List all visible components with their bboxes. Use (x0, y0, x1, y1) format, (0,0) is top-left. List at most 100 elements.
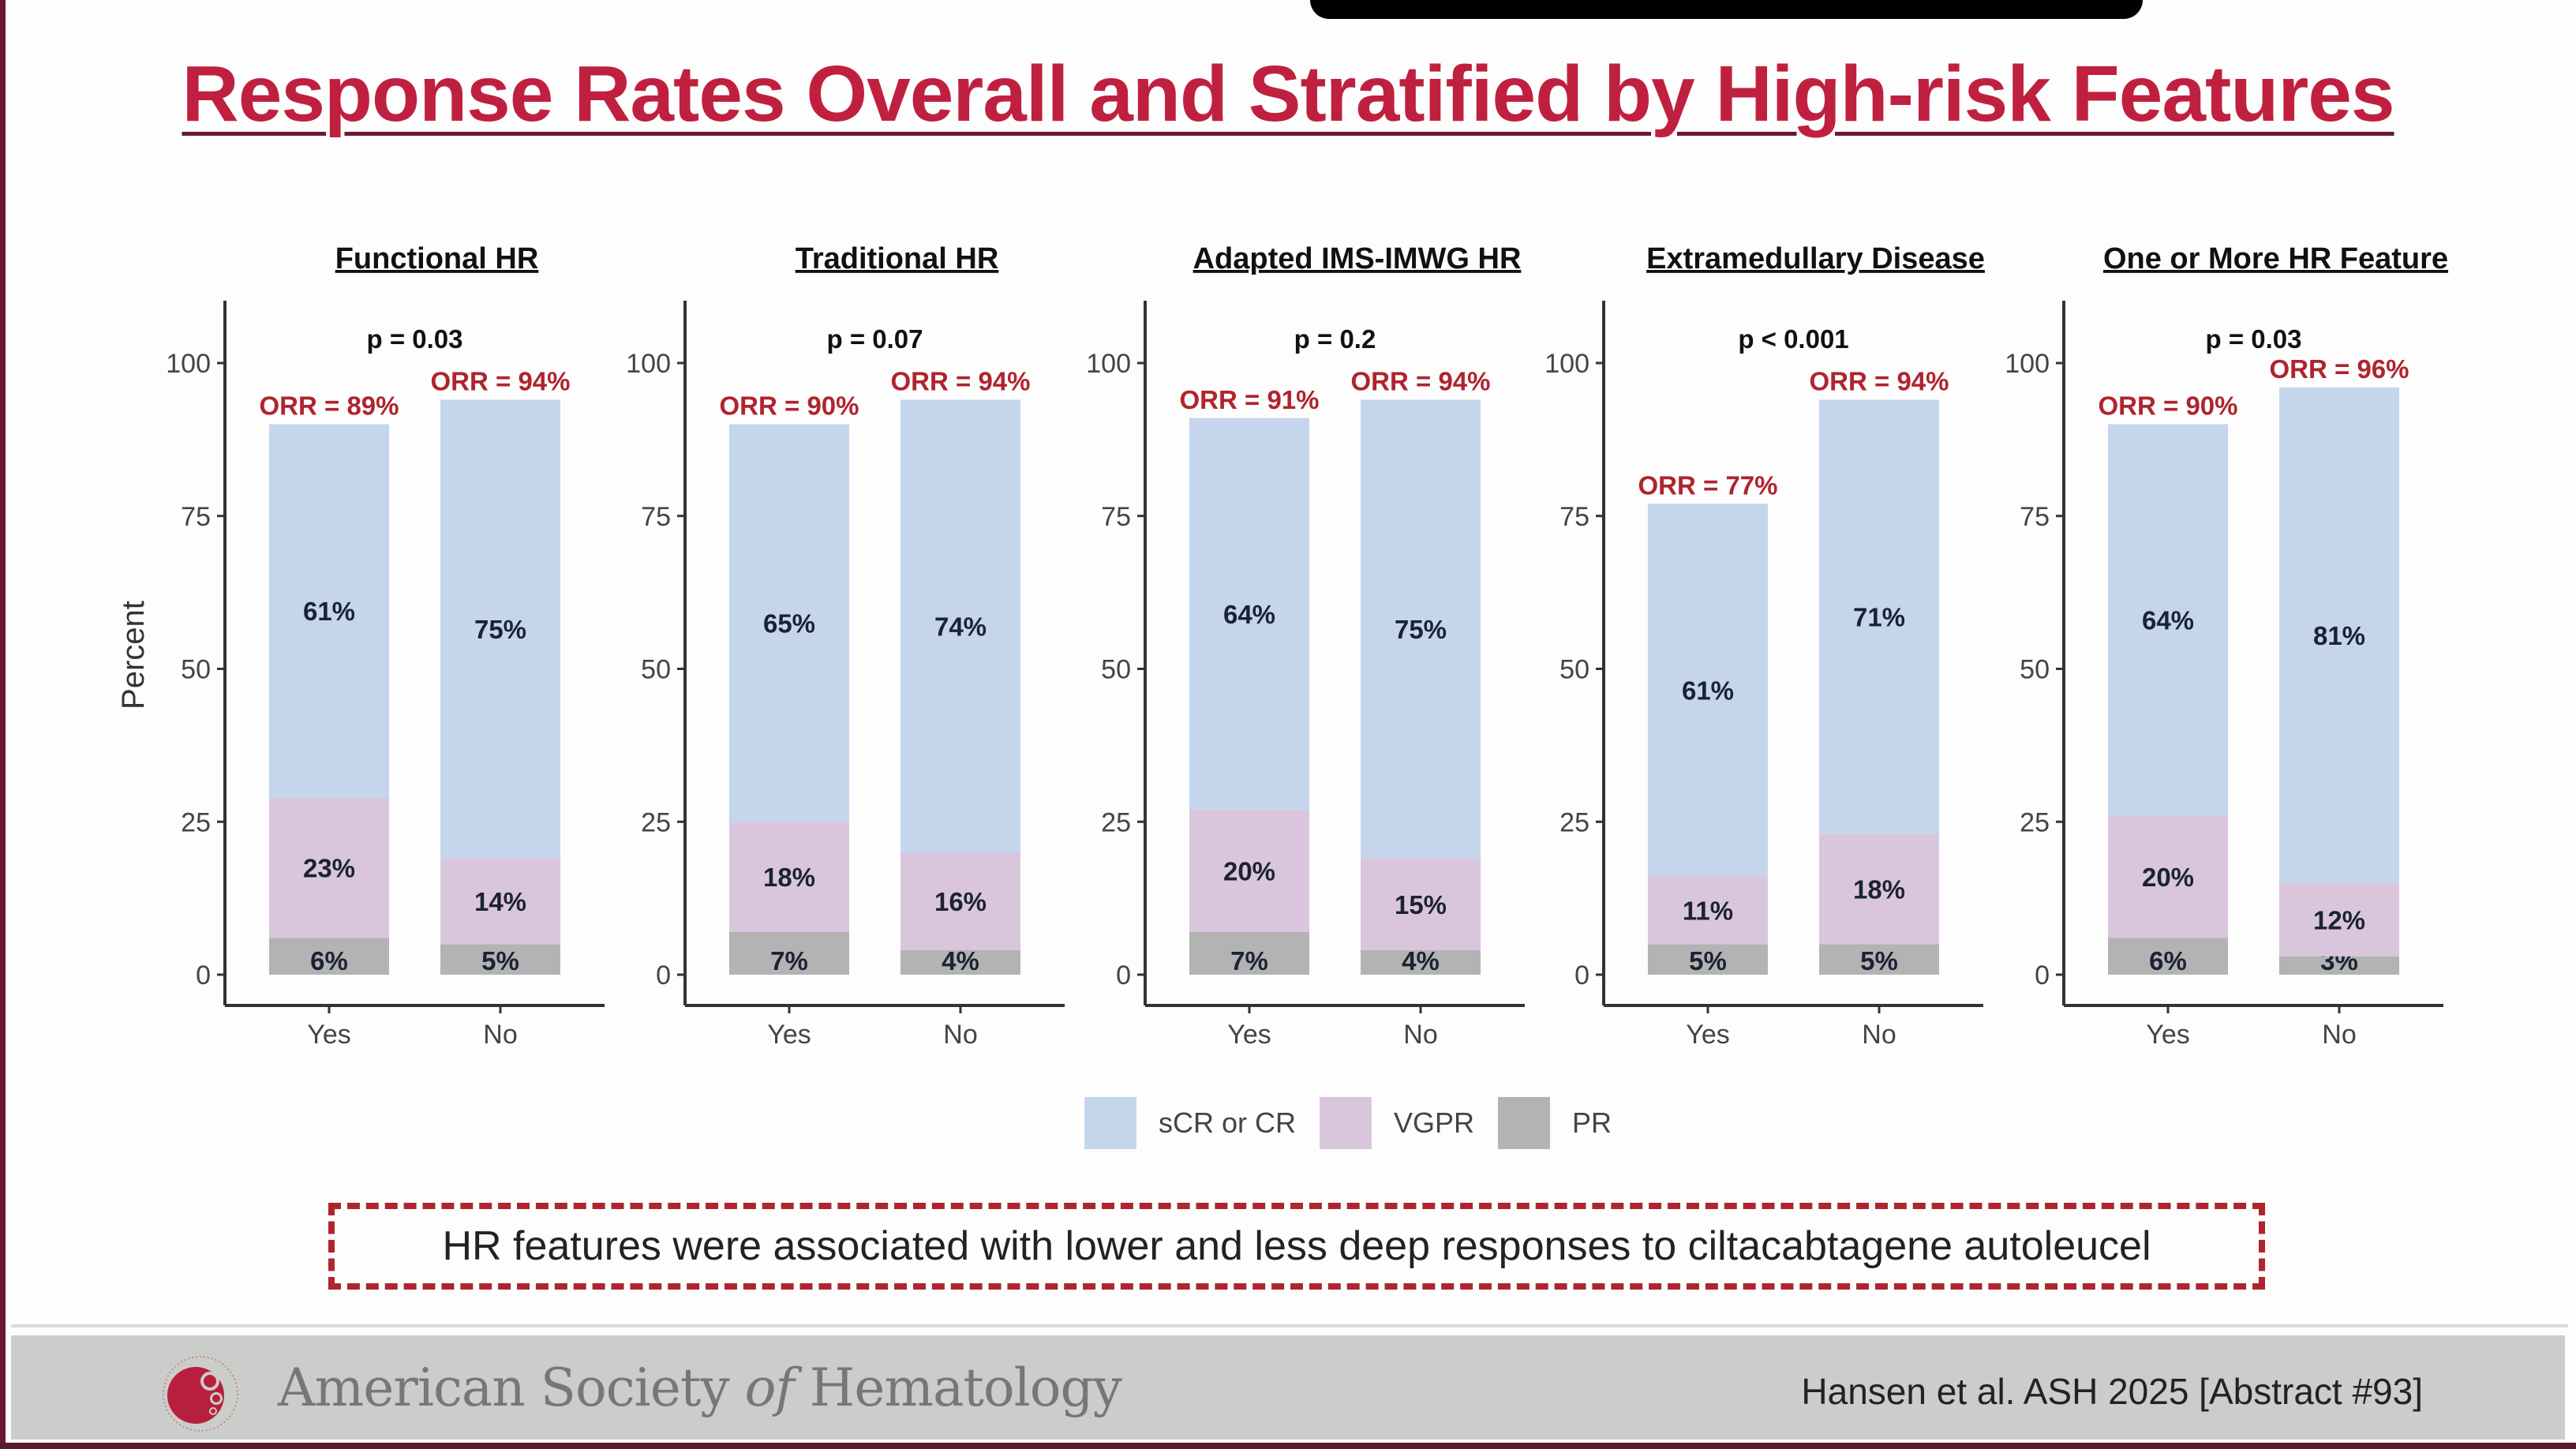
bar-segment-label: 81% (2313, 621, 2365, 650)
x-tick-label: Yes (2146, 1020, 2189, 1050)
bar-segment-label: 61% (303, 597, 355, 626)
org-name-part1: American Society (278, 1357, 745, 1418)
footer-divider (11, 1324, 2568, 1327)
y-tick-label: 50 (1101, 655, 1131, 685)
panel-title: Functional HR (335, 242, 539, 275)
bar-segment-label: 18% (763, 863, 815, 892)
y-tick-label: 100 (2005, 349, 2050, 379)
bar-segment-label: 20% (1223, 856, 1275, 886)
y-tick-label: 0 (196, 960, 211, 990)
bar-segment-pr (1189, 931, 1309, 975)
y-tick-label: 75 (2020, 502, 2050, 532)
bar-segment-pr (729, 931, 849, 975)
bar-segment-label: 15% (1395, 890, 1447, 919)
bar-segment-scr-or-cr (1648, 504, 1768, 877)
orr-label: ORR = 94% (431, 367, 571, 396)
bar-segment-scr-or-cr (1189, 417, 1309, 810)
y-tick-label: 0 (656, 960, 671, 990)
y-tick-label: 25 (181, 807, 211, 837)
bar-segment-label: 5% (1860, 946, 1898, 975)
bar-segment-label: 71% (1853, 603, 1905, 632)
bar-segment-pr (900, 950, 1020, 975)
bar-segment-vgpr (1648, 877, 1768, 945)
orr-label: ORR = 77% (1638, 470, 1778, 500)
p-value-label: p = 0.03 (367, 324, 463, 354)
legend-label-pr: PR (1572, 1106, 1612, 1139)
y-axis-label: Percent (116, 601, 151, 710)
slide-title-text: Response Rates Overall and Stratified by… (182, 50, 2394, 138)
bar-segment-label: 61% (1682, 676, 1734, 706)
org-name-part2: Hematology (793, 1357, 1122, 1418)
bar-segment-vgpr (269, 797, 389, 938)
orr-label: ORR = 96% (2270, 354, 2409, 384)
bar-segment-label: 18% (1853, 875, 1905, 904)
bar-segment-label: 6% (310, 946, 348, 975)
bar-segment-label: 74% (934, 612, 987, 641)
bar-segment-scr-or-cr (900, 399, 1020, 852)
y-tick-label: 25 (1101, 807, 1131, 837)
bar-segment-vgpr (900, 852, 1020, 950)
slide-bottom-border (0, 1443, 2576, 1449)
orr-label: ORR = 94% (1810, 367, 1949, 396)
bar-segment-pr (269, 938, 389, 975)
bar-segment-label: 75% (474, 615, 526, 644)
p-value-label: p = 0.2 (1294, 324, 1376, 354)
slide-footer: American Society of Hematology Hansen et… (11, 1335, 2565, 1440)
bar-segment-pr (440, 944, 560, 975)
y-tick-label: 100 (166, 349, 211, 379)
citation: Hansen et al. ASH 2025 [Abstract #93] (1801, 1371, 2423, 1412)
bar-segment-scr-or-cr (2279, 388, 2399, 883)
x-tick-label: Yes (1686, 1020, 1729, 1050)
bar-segment-label: 5% (481, 946, 519, 975)
legend-swatch-pr (1498, 1097, 1551, 1149)
bar-segment-label: 16% (934, 887, 987, 916)
organization-name: American Society of Hematology (278, 1357, 1122, 1418)
callout-text: HR features were associated with lower a… (442, 1223, 2151, 1269)
bar-segment-scr-or-cr (2108, 424, 2228, 816)
bar-segment-label: 12% (2313, 905, 2365, 934)
ash-logo-icon (163, 1356, 238, 1432)
y-tick-label: 50 (641, 655, 671, 685)
orr-label: ORR = 90% (720, 391, 859, 421)
y-tick-label: 0 (1574, 960, 1589, 990)
legend-label-scr-cr: sCR or CR (1159, 1106, 1297, 1139)
legend-label-vgpr: VGPR (1394, 1106, 1475, 1139)
x-tick-label: Yes (307, 1020, 350, 1050)
bar-segment-vgpr (1819, 833, 1939, 945)
panel-title: One or More HR Feature (2103, 242, 2448, 275)
bar-segment-label: 6% (2149, 946, 2187, 975)
bar-segment-vgpr (729, 822, 849, 932)
bar-segment-pr (1819, 944, 1939, 975)
p-value-label: p = 0.07 (827, 324, 923, 354)
orr-label: ORR = 89% (260, 391, 399, 421)
orr-label: ORR = 94% (891, 367, 1031, 396)
orr-label: ORR = 91% (1180, 385, 1320, 414)
bar-segment-vgpr (2279, 882, 2399, 957)
y-tick-label: 0 (2035, 960, 2050, 990)
y-tick-label: 25 (2020, 807, 2050, 837)
legend-swatch-vgpr (1320, 1097, 1372, 1149)
y-tick-label: 100 (626, 349, 671, 379)
x-tick-label: Yes (767, 1020, 811, 1050)
bar-segment-label: 5% (1689, 946, 1727, 975)
bar-segment-pr (2108, 938, 2228, 975)
bar-segment-vgpr (1361, 858, 1481, 950)
bar-segment-label: 23% (303, 853, 355, 882)
y-tick-label: 0 (1116, 960, 1131, 990)
legend-swatch-scr-cr (1084, 1097, 1136, 1149)
y-tick-label: 50 (1559, 655, 1589, 685)
bar-segment-vgpr (1189, 809, 1309, 932)
bar-segment-scr-or-cr (440, 399, 560, 859)
bar-segment-label: 14% (474, 887, 526, 916)
key-finding-callout: HR features were associated with lower a… (328, 1203, 2265, 1290)
orr-label: ORR = 90% (2099, 391, 2238, 421)
x-tick-label: No (1403, 1020, 1437, 1050)
y-tick-label: 75 (1101, 502, 1131, 532)
x-tick-label: Yes (1227, 1020, 1271, 1050)
bar-segment-label: 7% (770, 946, 808, 975)
slide-left-border (0, 0, 6, 1449)
bar-segment-label: 11% (1683, 897, 1733, 926)
bar-segment-label: 75% (1395, 615, 1447, 644)
y-tick-label: 100 (1086, 349, 1131, 379)
bar-segment-vgpr (440, 858, 560, 945)
